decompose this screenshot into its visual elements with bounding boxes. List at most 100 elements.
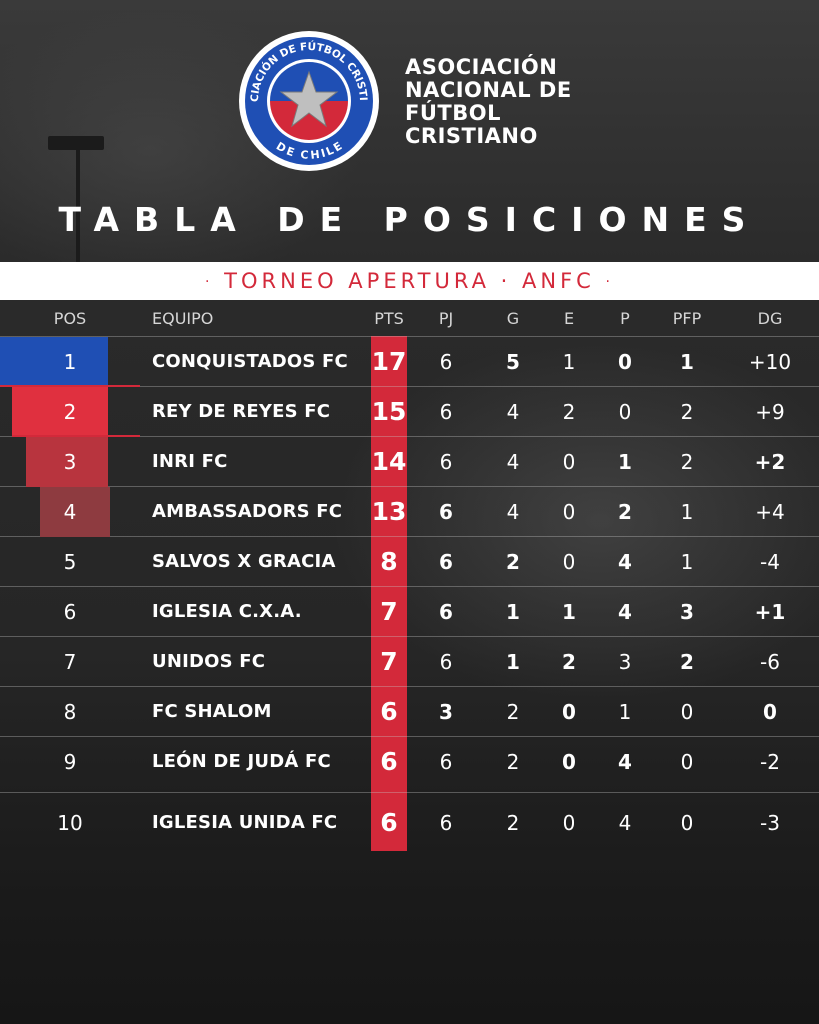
position-underline: [12, 435, 140, 437]
table-row: 3 INRI FC 14 6 4 0 1 2 +2: [0, 436, 819, 487]
cell-pfp: 2: [680, 400, 694, 424]
cell-pos: 6: [63, 600, 77, 624]
cell-p: 4: [618, 600, 632, 624]
cell-e: 0: [562, 550, 576, 574]
cell-pts: 13: [371, 497, 407, 526]
table-row: 9 LEÓN DE JUDÁ FC 6 6 2 0 4 0 -2: [0, 736, 819, 786]
cell-pts: 6: [380, 697, 398, 726]
banner-dot-right: ·: [605, 274, 614, 290]
cell-e: 0: [562, 500, 576, 524]
position-highlight: [40, 487, 110, 537]
table-row: 6 IGLESIA C.X.A. 7 6 1 1 4 3 +1: [0, 586, 819, 636]
cell-team: LEÓN DE JUDÁ FC: [152, 751, 331, 772]
position-highlight: [0, 337, 108, 387]
cell-dg: +10: [748, 350, 792, 374]
cell-p: 1: [618, 700, 632, 724]
table-row: 2 REY DE REYES FC 15 6 4 2 0 2 +9: [0, 386, 819, 437]
cell-pj: 6: [439, 650, 453, 674]
cell-pos: 2: [63, 400, 77, 424]
cell-pfp: 0: [680, 750, 694, 774]
organization-name-line: NACIONAL DE: [405, 78, 572, 102]
cell-dg: -4: [760, 550, 780, 574]
cell-g: 2: [506, 550, 520, 574]
cell-pts: 15: [371, 397, 407, 426]
cell-pts: 6: [380, 808, 398, 837]
cell-pts: 7: [380, 597, 398, 626]
organization-name-line: CRISTIANO: [405, 124, 538, 148]
cell-p: 0: [618, 400, 632, 424]
cell-g: 2: [506, 700, 520, 724]
cell-dg: -6: [760, 650, 780, 674]
organization-name-line: FÚTBOL: [405, 101, 501, 125]
banner-dot-left: ·: [205, 274, 214, 290]
cell-dg: -2: [760, 750, 780, 774]
header-pj: PJ: [438, 309, 454, 328]
cell-g: 4: [506, 500, 520, 524]
cell-g: 5: [506, 350, 520, 374]
points-column-highlight: [371, 336, 407, 851]
position-underline: [0, 385, 140, 387]
cell-pos: 5: [63, 550, 77, 574]
cell-g: 2: [506, 750, 520, 774]
cell-team: INRI FC: [152, 451, 228, 472]
cell-pos: 1: [63, 350, 77, 374]
cell-dg: +9: [755, 400, 785, 424]
cell-pj: 6: [439, 500, 453, 524]
cell-pfp: 1: [680, 550, 694, 574]
cell-dg: +2: [754, 450, 786, 474]
cell-pfp: 2: [680, 450, 694, 474]
cell-e: 0: [562, 700, 576, 724]
tournament-name: TORNEO APERTURA · ANFC: [224, 269, 595, 293]
cell-pfp: 0: [680, 811, 694, 835]
cell-dg: +1: [754, 600, 786, 624]
header-team: EQUIPO: [152, 309, 214, 328]
cell-pfp: 0: [680, 700, 694, 724]
cell-pj: 6: [439, 811, 453, 835]
cell-e: 1: [562, 600, 576, 624]
cell-g: 4: [506, 450, 520, 474]
cell-team: FC SHALOM: [152, 701, 272, 722]
cell-pts: 7: [380, 647, 398, 676]
cell-g: 1: [506, 600, 520, 624]
cell-pts: 17: [371, 347, 407, 376]
cell-e: 2: [562, 650, 576, 674]
organization-name-line: ASOCIACIÓN: [405, 55, 558, 79]
header-pts: PTS: [374, 309, 404, 328]
table-row: 5 SALVOS X GRACIA 8 6 2 0 4 1 -4: [0, 536, 819, 586]
table-row: 7 UNIDOS FC 7 6 1 2 3 2 -6: [0, 636, 819, 686]
cell-pj: 6: [439, 600, 453, 624]
cell-pfp: 2: [680, 650, 694, 674]
cell-team: CONQUISTADOS FC: [152, 351, 348, 372]
cell-pos: 4: [63, 500, 77, 524]
header-g: G: [506, 309, 520, 328]
header-pos: POS: [53, 309, 87, 328]
cell-pts: 14: [371, 447, 407, 476]
cell-e: 0: [562, 811, 576, 835]
cell-pj: 3: [439, 700, 453, 724]
cell-team: IGLESIA UNIDA FC: [152, 812, 338, 833]
header-pfp: PFP: [672, 309, 702, 328]
cell-p: 4: [618, 550, 632, 574]
cell-pj: 6: [439, 550, 453, 574]
cell-team: UNIDOS FC: [152, 651, 266, 672]
cell-pfp: 1: [680, 500, 694, 524]
cell-p: 4: [618, 811, 632, 835]
cell-pos: 9: [63, 750, 77, 774]
header-e: E: [563, 309, 575, 328]
cell-p: 0: [618, 350, 632, 374]
cell-pfp: 3: [680, 600, 694, 624]
cell-p: 2: [618, 500, 632, 524]
header-p: P: [620, 309, 630, 328]
cell-pts: 6: [380, 747, 398, 776]
star-icon: [279, 70, 339, 128]
standings-table: POS EQUIPO PTS PJ G E P PFP DG 1 CONQUIST…: [0, 302, 819, 837]
tournament-banner: · TORNEO APERTURA · ANFC ·: [0, 262, 819, 300]
cell-dg: -3: [760, 811, 780, 835]
header-dg: DG: [757, 309, 783, 328]
cell-dg: +4: [755, 500, 785, 524]
cell-pos: 7: [63, 650, 77, 674]
cell-team: REY DE REYES FC: [152, 401, 331, 422]
cell-e: 1: [562, 350, 576, 374]
organization-name: ASOCIACIÓN NACIONAL DE FÚTBOL CRISTIANO: [405, 56, 665, 148]
